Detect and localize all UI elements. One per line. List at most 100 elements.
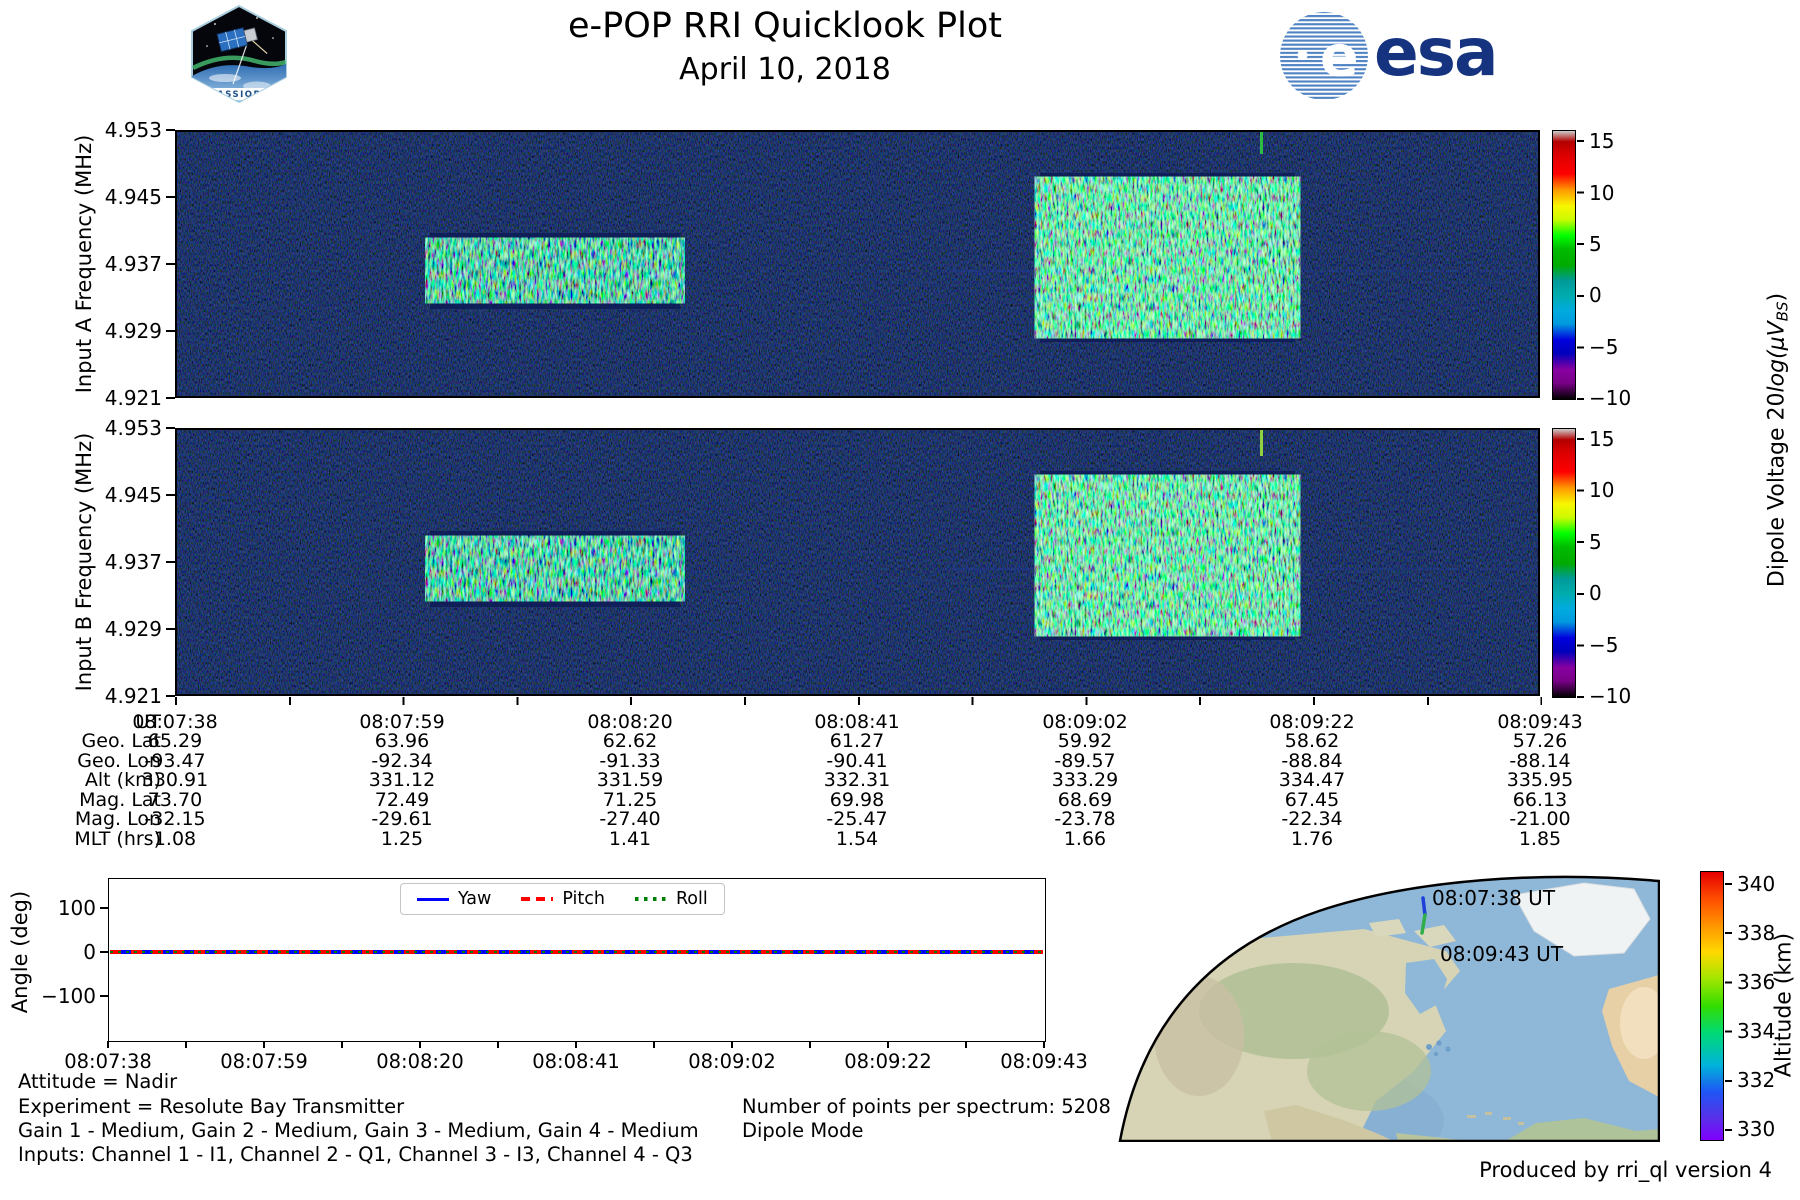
table-cell: 334.47 [1278,769,1346,791]
panel-a-ytick-marks [166,129,175,399]
table-cell: -91.33 [599,750,661,772]
colorbar-tick: −5 [1589,335,1619,359]
row-label: MLT (hrs) [74,828,161,850]
table-cell: 1.25 [380,828,424,850]
table-row: Mag. Lon -32.15 -29.61 -27.40 -25.47 -23… [0,809,1700,829]
esa-logo: e esa [1278,10,1499,102]
table-cell: 331.59 [596,769,664,791]
experiment-text: Experiment = Resolute Bay Transmitter [18,1095,405,1118]
freq-tick: 4.953 [104,416,162,440]
angle-legend: Yaw Pitch Roll [400,883,725,915]
cassiope-label: CASSIOPE [209,90,268,100]
table-row: UT 08:07:38 08:07:59 08:08:20 08:08:41 0… [0,712,1700,732]
row-label: UT [135,711,161,733]
time-axis-tick-marks [175,697,1542,705]
table-cell: -29.61 [371,808,433,830]
table-cell: 63.96 [374,730,430,752]
angle-ytick-marks [100,907,108,999]
ground-track-map: 08:07:38 UT 08:09:43 UT [1118,875,1660,1142]
angle-xtick: 08:09:22 [844,1050,932,1073]
table-cell: 57.26 [1512,730,1568,752]
table-cell: 1.08 [153,828,197,850]
colorbar-tick: 10 [1589,181,1615,205]
spectrogram-input-a [175,130,1540,398]
legend-label: Yaw [458,889,492,909]
table-cell: 08:07:38 [132,711,218,733]
altitude-colorbar-label: Altitude (km) [1771,932,1797,1078]
row-label: Mag. Lon [74,808,161,830]
legend-label: Roll [675,889,708,909]
table-cell: 08:09:22 [1269,711,1355,733]
table-cell: 330.91 [141,769,209,791]
angle-xtick: 08:09:02 [688,1050,776,1073]
freq-tick: 4.937 [104,252,162,276]
angle-xtick: 08:09:43 [1000,1050,1088,1073]
altitude-tick: 330 [1737,1117,1776,1141]
row-label: Mag. Lat [79,789,161,811]
table-cell: 58.62 [1284,730,1340,752]
map-border [1118,875,1660,1142]
colorbar-a-tick-marks [1577,140,1584,400]
table-cell: 08:09:02 [1042,711,1128,733]
cassiope-mission-patch-icon: CASSIOPE [191,4,287,104]
table-cell: -90.41 [826,750,888,772]
table-cell: 08:08:41 [814,711,900,733]
legend-label: Pitch [562,889,605,909]
colorbar-altitude [1700,871,1724,1141]
freq-tick: 4.937 [104,550,162,574]
colorbar-tick: 5 [1589,530,1602,554]
table-row: Geo. Lon -93.47 -92.34 -91.33 -90.41 -89… [0,751,1700,771]
angle-xtick: 08:07:59 [220,1050,308,1073]
table-row: Alt (km) 330.91 331.12 331.59 332.31 333… [0,770,1700,790]
spectrogram-input-b [175,428,1540,696]
svg-text:e: e [1320,23,1359,89]
table-cell: 68.69 [1057,789,1113,811]
dipole-label-math: log(μV [1764,321,1790,393]
row-label: Alt (km) [84,769,161,791]
colorbar-tick: −10 [1589,386,1632,410]
table-cell: 72.49 [374,789,430,811]
dipole-label-suffix: ) [1764,292,1790,302]
table-cell: 1.41 [608,828,652,850]
altitude-tick: 334 [1737,1019,1776,1043]
angle-ytick: −100 [41,984,96,1008]
table-cell: 69.98 [829,789,885,811]
table-cell: -27.40 [599,808,661,830]
table-cell: 62.62 [602,730,658,752]
roll-line [110,951,1043,953]
altitude-tick: 336 [1737,970,1776,994]
table-cell: -88.84 [1281,750,1343,772]
altitude-tick: 332 [1737,1068,1776,1092]
table-cell: 08:09:43 [1497,711,1583,733]
table-cell: 1.85 [1518,828,1562,850]
esa-globe-icon: e [1280,12,1368,100]
inputs-text: Inputs: Channel 1 - I1, Channel 2 - Q1, … [18,1143,693,1166]
freq-tick: 4.953 [104,118,162,142]
freq-tick: 4.929 [104,319,162,343]
dipole-colorbar-label: Dipole Voltage 20log(μVBS) [1764,293,1791,587]
angle-xtick: 08:08:20 [376,1050,464,1073]
colorbar-tick: −5 [1589,633,1619,657]
table-cell: -23.78 [1054,808,1116,830]
dipole-label-sub: BS [1773,301,1792,322]
table-cell: 331.12 [368,769,436,791]
legend-item-roll: Roll [634,889,708,909]
table-cell: 1.66 [1063,828,1107,850]
produced-by-text: Produced by rri_ql version 4 [1479,1158,1772,1182]
colorbar-tick: 0 [1589,581,1602,605]
altitude-tick: 338 [1737,921,1776,945]
colorbar-tick: 5 [1589,232,1602,256]
colorbar-b-tick-marks [1577,438,1584,698]
table-cell: -89.57 [1054,750,1116,772]
roll-line-sample-icon [634,897,667,901]
table-cell: 1.54 [835,828,879,850]
freq-tick: 4.945 [104,483,162,507]
table-row: MLT (hrs) 1.08 1.25 1.41 1.54 1.66 1.76 … [0,829,1700,849]
table-row: Mag. Lat 73.70 72.49 71.25 69.98 68.69 6… [0,790,1700,810]
colorbar-tick: −10 [1589,684,1632,708]
plot-title: e-POP RRI Quicklook Plot [567,6,1002,46]
track-end-label: 08:09:43 UT [1440,942,1564,966]
colorbar-dipole-a [1552,130,1576,400]
table-cell: 59.92 [1057,730,1113,752]
